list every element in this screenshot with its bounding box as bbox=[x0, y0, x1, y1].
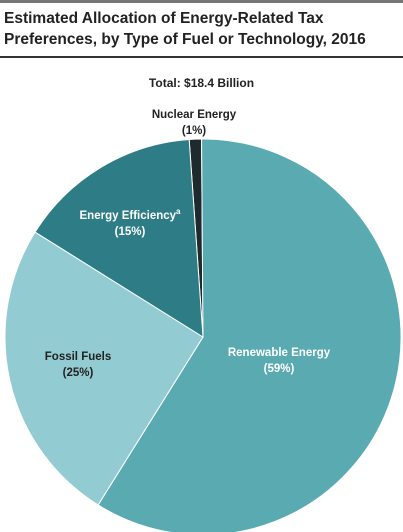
slice-value-fossil-fuels: (25%) bbox=[63, 367, 94, 379]
chart-subtitle: Total: $18.4 Billion bbox=[148, 76, 255, 90]
pie-slice-energy-efficiency bbox=[34, 138, 204, 338]
slice-value-renewable-energy: (59%) bbox=[264, 363, 295, 375]
slice-label-renewable-energy: Renewable Energy bbox=[228, 347, 331, 359]
slice-value-energy-efficiency: (15%) bbox=[115, 226, 146, 238]
chart-title: Estimated Allocation of Energy-Related T… bbox=[4, 10, 366, 48]
top-rule bbox=[0, 0, 403, 3]
slice-label-fossil-fuels: Fossil Fuels bbox=[45, 351, 111, 363]
pie-slice-fossil-fuels bbox=[4, 231, 204, 506]
slice-label-energy-efficiency: Energy Efficiencya bbox=[80, 207, 182, 222]
slice-value-nuclear-energy: (1%) bbox=[182, 125, 206, 137]
slice-label-nuclear-energy: Nuclear Energy bbox=[152, 109, 237, 121]
pie-slice-renewable-energy bbox=[97, 138, 402, 532]
title-rule bbox=[0, 56, 403, 58]
